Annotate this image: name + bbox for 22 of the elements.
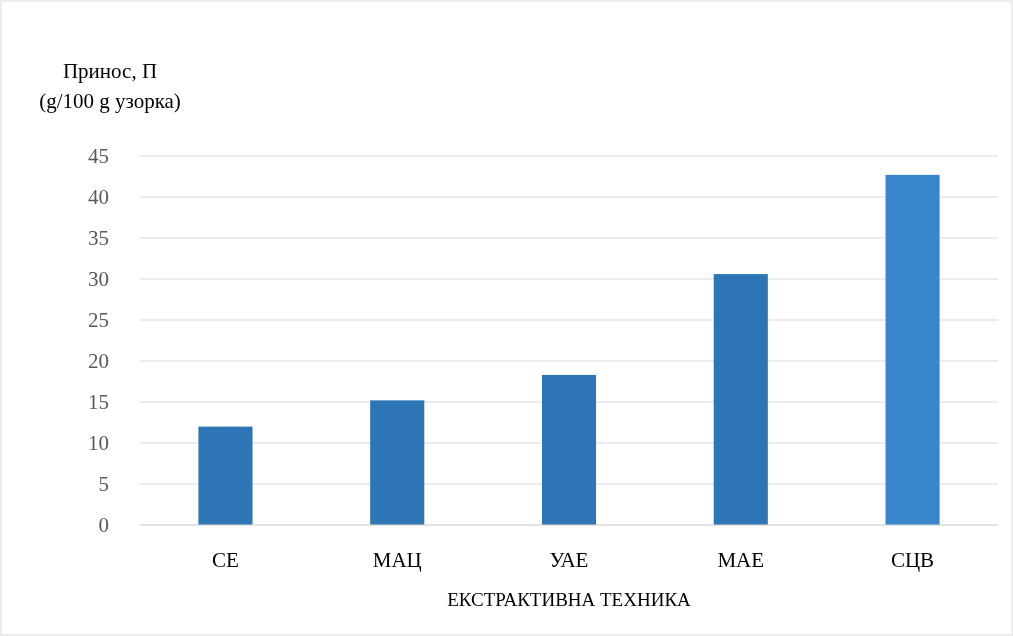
bar — [885, 174, 940, 525]
x-tick-label: УАЕ — [549, 548, 589, 572]
y-tick-label: 30 — [88, 267, 109, 292]
y-axis-title: Принос, П (g/100 g узорка) — [39, 59, 181, 113]
bar — [541, 374, 597, 525]
x-tick-label: СЕ — [212, 548, 239, 572]
x-tick-label: МАЕ — [717, 548, 765, 572]
y-tick-label: 10 — [88, 431, 109, 456]
x-axis-title: ЕКСТРАКТИВНА ТЕХНИКА — [447, 589, 692, 610]
bar — [713, 274, 768, 525]
bar — [370, 400, 425, 525]
y-tick-label: 25 — [88, 308, 109, 333]
x-tick-label: СЦВ — [890, 548, 935, 572]
y-tick-label: 40 — [88, 185, 109, 210]
y-tick-label: 45 — [88, 144, 109, 169]
x-tick-label: МАЦ — [372, 548, 422, 572]
y-tick-label: 0 — [98, 513, 109, 538]
y-tick-label: 5 — [98, 472, 109, 497]
y-tick-label: 35 — [88, 226, 109, 251]
y-tick-label: 20 — [88, 349, 109, 374]
y-tick-label: 15 — [88, 390, 109, 415]
bar — [198, 426, 253, 525]
